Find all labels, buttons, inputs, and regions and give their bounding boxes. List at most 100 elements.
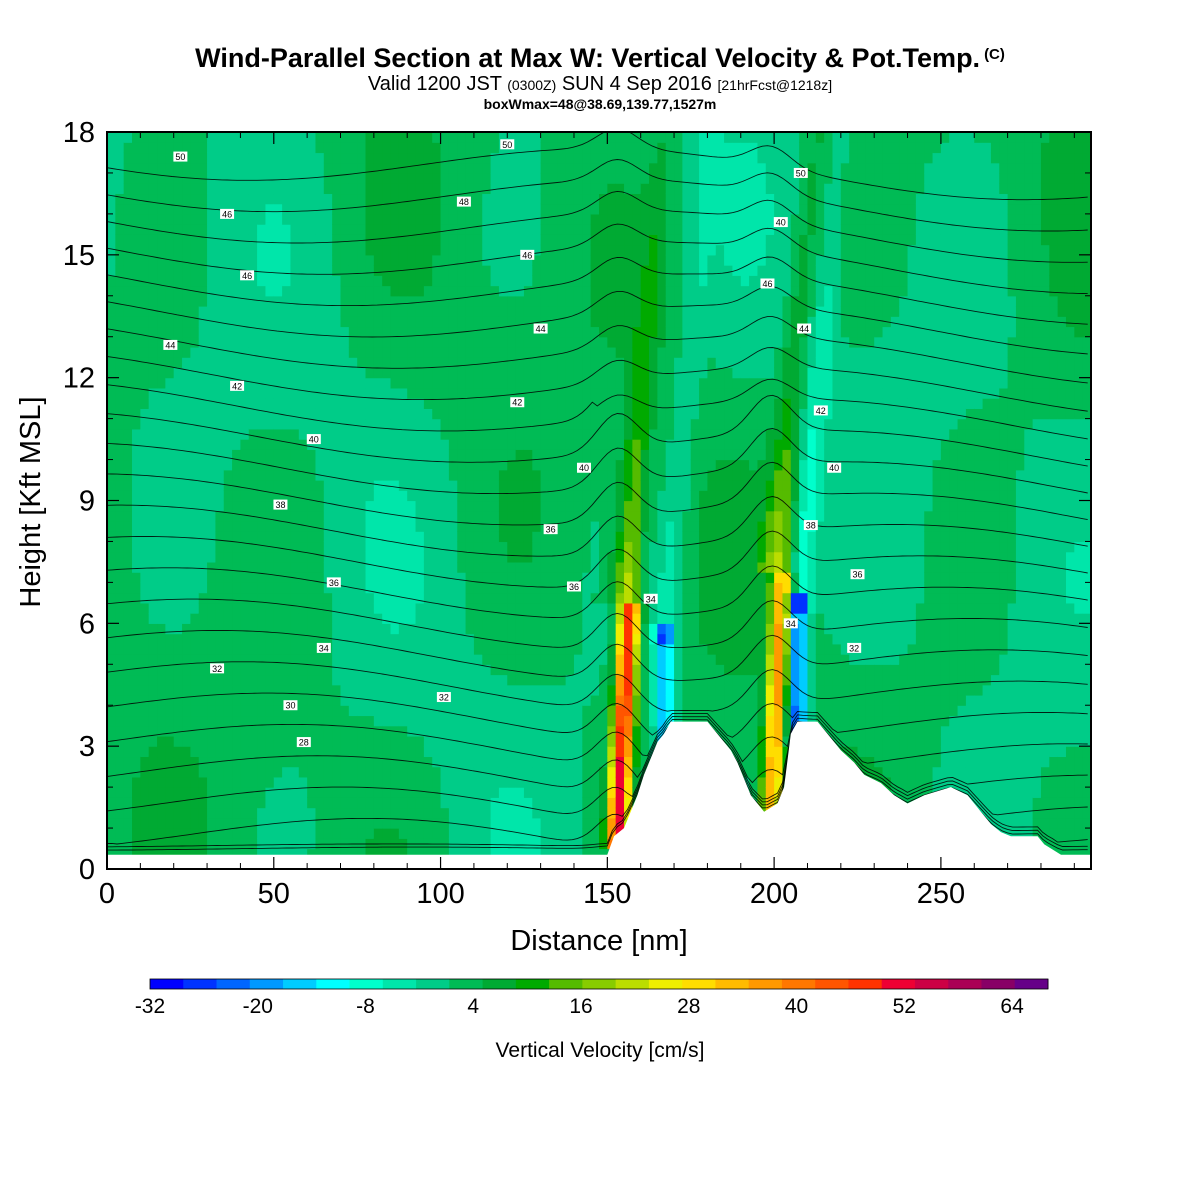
velocity-cell — [465, 172, 475, 184]
velocity-cell — [523, 735, 533, 747]
velocity-cell — [307, 643, 317, 655]
velocity-cell — [674, 265, 683, 276]
velocity-cell — [473, 203, 483, 215]
velocity-cell — [649, 285, 658, 297]
velocity-cell — [215, 623, 225, 635]
velocity-cell — [223, 602, 233, 614]
velocity-cell — [498, 664, 508, 676]
velocity-cell — [282, 398, 292, 409]
velocity-cell — [657, 531, 667, 543]
velocity-cell — [198, 336, 208, 348]
velocity-cell — [348, 715, 358, 727]
velocity-cell — [557, 541, 567, 553]
velocity-cell — [390, 531, 400, 543]
velocity-cell — [382, 817, 392, 829]
velocity-cell — [207, 428, 217, 440]
velocity-cell — [307, 766, 317, 778]
velocity-cell — [632, 152, 642, 164]
velocity-cell — [473, 664, 483, 676]
velocity-cell — [257, 490, 267, 502]
velocity-cell — [290, 357, 300, 369]
velocity-cell — [182, 705, 191, 717]
velocity-cell — [490, 295, 500, 307]
velocity-cell — [390, 275, 400, 287]
velocity-cell — [507, 531, 517, 543]
velocity-cell — [565, 367, 575, 379]
velocity-cell — [582, 643, 592, 655]
velocity-cell — [232, 183, 242, 195]
velocity-cell — [132, 132, 141, 143]
velocity-cell — [632, 613, 642, 624]
velocity-cell — [423, 684, 433, 696]
velocity-cell — [440, 684, 450, 696]
velocity-cell — [290, 828, 300, 839]
velocity-cell — [157, 367, 166, 379]
velocity-cell — [348, 623, 358, 635]
velocity-cell — [348, 643, 358, 655]
velocity-cell — [140, 787, 150, 798]
velocity-cell — [515, 633, 525, 645]
velocity-cell — [415, 346, 425, 358]
velocity-cell — [265, 551, 275, 563]
velocity-cell — [123, 551, 133, 563]
velocity-cell — [365, 725, 375, 737]
velocity-cell — [232, 684, 242, 696]
velocity-cell — [457, 234, 467, 246]
velocity-cell — [665, 224, 675, 235]
velocity-cell — [582, 234, 592, 246]
velocity-cell — [348, 306, 358, 317]
velocity-cell — [432, 172, 442, 184]
velocity-cell — [315, 162, 325, 174]
velocity-cell — [257, 582, 267, 594]
velocity-cell — [190, 776, 200, 788]
velocity-cell — [257, 510, 267, 522]
velocity-cell — [582, 746, 592, 758]
velocity-cell — [540, 776, 550, 788]
velocity-cell — [115, 735, 125, 747]
velocity-cell — [115, 705, 125, 717]
velocity-cell — [507, 807, 517, 819]
velocity-cell — [240, 520, 250, 532]
velocity-cell — [582, 684, 592, 696]
velocity-cell — [273, 828, 283, 839]
velocity-cell — [473, 265, 483, 276]
velocity-cell — [390, 572, 400, 583]
velocity-cell — [624, 633, 633, 645]
velocity-cell — [624, 531, 633, 543]
velocity-cell — [440, 449, 450, 461]
velocity-cell — [657, 623, 667, 635]
velocity-cell — [448, 183, 458, 195]
velocity-cell — [432, 776, 442, 788]
velocity-cell — [523, 285, 533, 297]
velocity-cell — [557, 531, 567, 543]
velocity-cell — [315, 828, 325, 839]
velocity-cell — [540, 694, 550, 706]
velocity-cell — [332, 459, 342, 471]
velocity-cell — [507, 377, 517, 389]
velocity-cell — [674, 551, 683, 563]
velocity-cell — [198, 735, 208, 747]
velocity-cell — [624, 346, 633, 358]
velocity-cell — [307, 817, 317, 829]
velocity-cell — [607, 203, 617, 215]
velocity-cell — [332, 582, 342, 594]
velocity-cell — [373, 152, 383, 164]
velocity-cell — [532, 203, 542, 215]
velocity-cell — [557, 316, 567, 328]
velocity-cell — [132, 582, 141, 594]
velocity-cell — [607, 306, 617, 317]
velocity-cell — [615, 203, 625, 215]
velocity-cell — [640, 500, 650, 512]
velocity-cell — [248, 306, 258, 317]
velocity-cell — [365, 142, 375, 154]
velocity-cell — [457, 735, 467, 747]
velocity-cell — [298, 500, 308, 512]
velocity-cell — [557, 244, 567, 256]
velocity-cell — [382, 142, 392, 154]
velocity-cell — [665, 326, 675, 338]
velocity-cell — [332, 746, 342, 758]
velocity-cell — [457, 674, 467, 686]
velocity-cell — [132, 807, 141, 819]
velocity-cell — [265, 265, 275, 276]
velocity-cell — [532, 715, 542, 727]
